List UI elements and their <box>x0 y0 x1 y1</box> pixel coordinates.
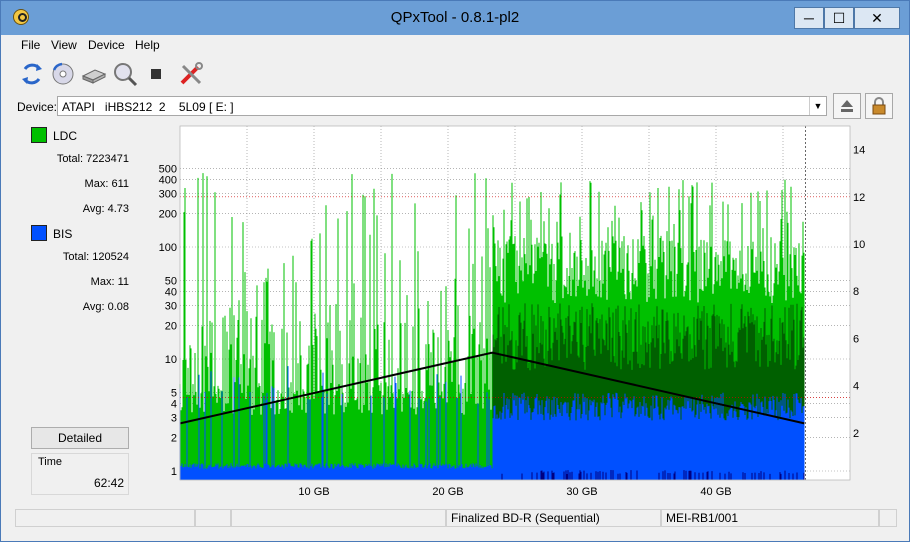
menu-bar: File View Device Help <box>1 35 909 56</box>
y-left-tick-label: 400 <box>159 175 177 187</box>
status-cell-2 <box>195 509 231 527</box>
status-cell-6 <box>879 509 897 527</box>
x-tick-label: 30 GB <box>566 486 597 498</box>
maximize-button[interactable]: ☐ <box>824 7 854 29</box>
y-left-tick-label: 1 <box>171 466 177 478</box>
status-disc-type: Finalized BD-R (Sequential) <box>446 509 661 527</box>
stats-panel: LDC Total: 7223471 Max: 611 Avg: 4.73 BI… <box>1 123 141 503</box>
y-left-tick-label: 2 <box>171 432 177 444</box>
y-left-tick-label: 40 <box>165 287 177 299</box>
toolbar <box>1 57 909 91</box>
device-select[interactable]: ATAPI iHBS212 2 5L09 [ E: ] ▼ <box>57 96 827 116</box>
plot-frame <box>179 125 851 481</box>
bis-color-swatch <box>31 225 47 241</box>
minimize-button[interactable]: ─ <box>794 7 824 29</box>
bis-avg: Avg: 0.08 <box>82 301 129 313</box>
time-label: Time <box>38 456 63 468</box>
stop-icon[interactable] <box>143 61 169 87</box>
disc-info-icon[interactable] <box>50 61 76 87</box>
status-cell-3 <box>231 509 446 527</box>
y-right-tick-label: 2 <box>853 428 859 440</box>
title-bar: QPxTool - 0.8.1-pl2 ─ ☐ ✕ <box>1 1 909 35</box>
close-button[interactable]: ✕ <box>854 7 900 29</box>
bis-max: Max: 11 <box>90 276 129 288</box>
x-tick-label: 20 GB <box>432 486 463 498</box>
y-right-tick-label: 14 <box>853 145 865 157</box>
bis-series-dense <box>501 470 805 480</box>
ldc-bis-chart: 1234510203040501002003004005002468101214… <box>159 125 865 498</box>
scan-icon[interactable] <box>112 61 138 87</box>
device-bar: Device: ATAPI iHBS212 2 5L09 [ E: ] ▼ <box>1 93 909 121</box>
y-left-tick-label: 3 <box>171 413 177 425</box>
y-left-tick-label: 20 <box>165 320 177 332</box>
eject-button[interactable] <box>833 93 861 119</box>
time-box: Time 62:42 <box>31 453 129 495</box>
y-left-tick-label: 100 <box>159 242 177 254</box>
y-right-tick-label: 12 <box>853 192 865 204</box>
y-left-tick-label: 10 <box>165 354 177 366</box>
menu-file[interactable]: File <box>21 38 41 52</box>
status-bar: Finalized BD-R (Sequential) MEI-RB1/001 <box>1 506 909 528</box>
y-left-tick-label: 200 <box>159 208 177 220</box>
ldc-total: Total: 7223471 <box>56 153 129 165</box>
y-left-tick-label: 50 <box>165 276 177 288</box>
chart-area: 1 2 3 4 5 10 20 30 40 50 100 200 300 400 500 2 4 6 8 10 12 14… <box>143 123 883 505</box>
y-right-tick-label: 6 <box>853 333 859 345</box>
x-tick-label: 40 GB <box>700 486 731 498</box>
y-right-tick-label: 8 <box>853 286 859 298</box>
x-tick-label: 10 GB <box>298 486 329 498</box>
chevron-down-icon[interactable]: ▼ <box>809 97 826 115</box>
bis-label: BIS <box>53 227 73 241</box>
lock-icon <box>872 97 886 115</box>
menu-help[interactable]: Help <box>135 38 160 52</box>
ldc-label: LDC <box>53 129 78 143</box>
device-label: Device: <box>17 100 58 114</box>
y-left-tick-label: 30 <box>165 301 177 313</box>
refresh-icon[interactable] <box>19 61 45 87</box>
device-select-value: ATAPI iHBS212 2 5L09 [ E: ] <box>62 100 234 114</box>
y-left-tick-label: 5 <box>171 388 177 400</box>
tools-icon[interactable] <box>178 61 204 87</box>
ldc-color-swatch <box>31 127 47 143</box>
window-title: QPxTool - 0.8.1-pl2 <box>390 9 520 26</box>
y-right-tick-label: 10 <box>853 239 865 251</box>
y-left-tick-label: 4 <box>171 399 177 411</box>
status-media-id: MEI-RB1/001 <box>661 509 879 527</box>
read-speed-curve <box>179 351 805 425</box>
y-right-tick-label: 4 <box>853 381 859 393</box>
drive-icon[interactable] <box>81 61 107 87</box>
ldc-max: Max: 611 <box>84 178 129 190</box>
menu-view[interactable]: View <box>51 38 77 52</box>
detailed-button[interactable]: Detailed <box>31 427 129 449</box>
eject-icon <box>841 100 853 112</box>
ldc-avg: Avg: 4.73 <box>82 203 129 215</box>
lock-button[interactable] <box>865 93 893 119</box>
y-left-tick-label: 500 <box>159 164 177 176</box>
status-cell-1 <box>15 509 195 527</box>
y-left-tick-label: 300 <box>159 189 177 201</box>
menu-device[interactable]: Device <box>88 38 125 52</box>
bis-total: Total: 120524 <box>62 251 129 263</box>
time-value: 62:42 <box>93 476 124 490</box>
qpxtool-logo-icon <box>13 9 29 25</box>
